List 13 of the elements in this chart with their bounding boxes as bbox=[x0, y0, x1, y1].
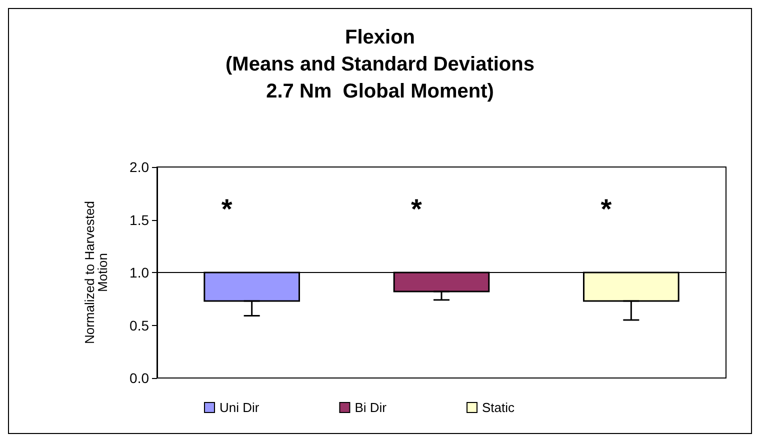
annotation: * bbox=[600, 194, 612, 225]
y-tick-label: 1.5 bbox=[130, 212, 150, 228]
y-tick-label: 0.5 bbox=[130, 317, 150, 334]
legend-label: Bi Dir bbox=[354, 400, 388, 415]
legend-label: Static bbox=[482, 400, 516, 415]
y-tick-label: 2.0 bbox=[130, 159, 150, 175]
annotation: * bbox=[411, 194, 422, 225]
legend-label: Uni Dir bbox=[220, 400, 260, 415]
y-tick-label: 1.0 bbox=[130, 264, 150, 280]
annotation: * bbox=[221, 194, 232, 225]
y-axis-title: Normalized to Harvested Motion bbox=[82, 200, 110, 344]
y-tick-label: 0.0 bbox=[130, 370, 150, 386]
chart-title: Flexion (Means and Standard Deviations 2.7 Nm Global Moment) bbox=[226, 26, 534, 102]
